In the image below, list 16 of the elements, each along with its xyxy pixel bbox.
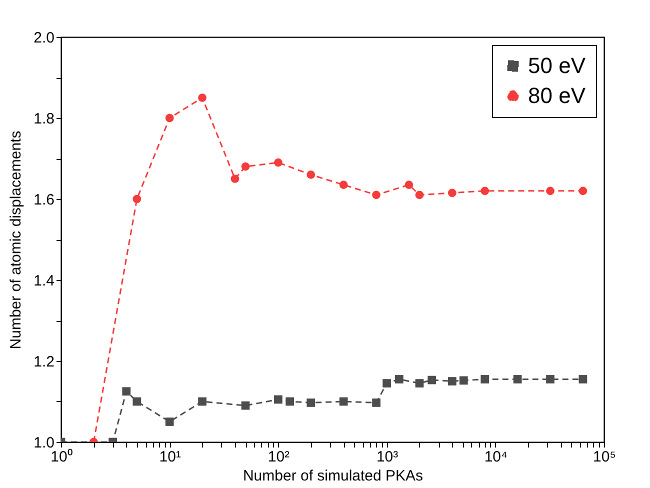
legend-label: 80 eV [528, 83, 586, 108]
x-tick-label: 10² [268, 448, 290, 466]
y-tick-label: 1.4 [34, 272, 54, 290]
y-axis-title: Number of atomic displacements [8, 130, 25, 350]
y-tick-label: 1.6 [34, 192, 54, 208]
y-tick-label: 1.8 [34, 110, 54, 128]
y-tick-label: 1.0 [34, 434, 54, 452]
y-tick-label: 1.2 [34, 354, 54, 370]
x-tick-label: 10¹ [159, 448, 181, 466]
x-tick-label: 10⁵ [593, 448, 616, 466]
legend-label: 50 eV [528, 53, 586, 78]
x-tick-label: 10⁴ [484, 448, 508, 466]
x-axis-title: Number of simulated PKAs [242, 468, 424, 484]
y-tick-label: 2.0 [34, 30, 54, 46]
x-tick-label: 10⁰ [50, 448, 72, 466]
x-tick-label: 10³ [376, 448, 398, 466]
